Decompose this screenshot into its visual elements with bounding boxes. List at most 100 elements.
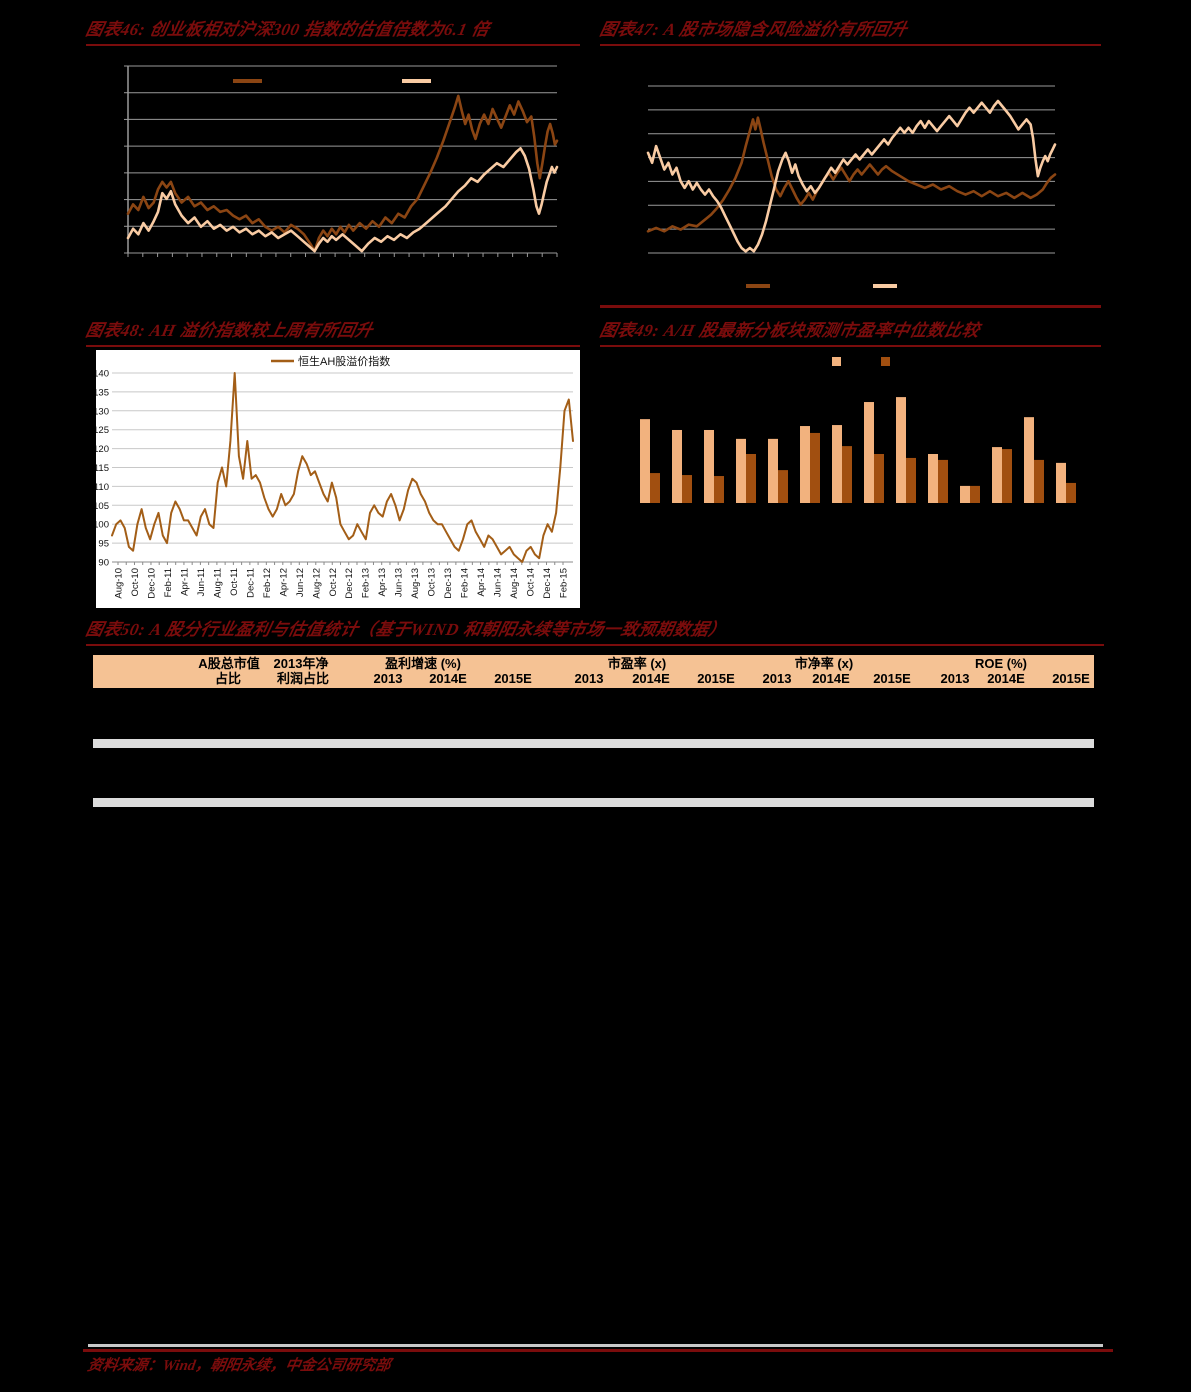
x-tick-label: Dec-14 bbox=[542, 568, 553, 599]
x-tick-label: Oct-12 bbox=[328, 568, 339, 597]
figure46-title-text: 图表46: 创业板相对沪深300 指数的估值倍数为6.1 倍 bbox=[84, 20, 492, 39]
y-tick-label: 115 bbox=[96, 463, 109, 474]
x-tick-label: Apr-11 bbox=[179, 568, 190, 596]
figure48-title: 图表48: AH 溢价指数较上周有所回升 bbox=[84, 321, 580, 347]
x-tick-label: Jun-11 bbox=[196, 568, 207, 596]
x-tick-label: Apr-12 bbox=[278, 568, 289, 597]
bar-dark bbox=[938, 459, 948, 503]
y-tick-label: 120 bbox=[96, 444, 109, 455]
bar-light bbox=[928, 453, 938, 503]
table-header-sub: 2015E bbox=[697, 671, 735, 686]
x-tick-label: Oct-10 bbox=[130, 568, 141, 597]
y-tick-label: 135 bbox=[96, 387, 109, 398]
footer-divider-gray bbox=[88, 1344, 1103, 1347]
table-header-group: ROE (%) bbox=[975, 656, 1027, 671]
bar-dark bbox=[650, 473, 660, 503]
bar-light bbox=[640, 419, 650, 503]
x-tick-label: Feb-13 bbox=[361, 568, 372, 598]
x-tick-label: Oct-11 bbox=[229, 568, 240, 596]
legend-swatch-light bbox=[402, 79, 431, 83]
table-header-group: 市净率 (x) bbox=[794, 656, 854, 671]
x-tick-label: Feb-14 bbox=[460, 568, 471, 598]
series-line-dark bbox=[126, 94, 559, 253]
table-header-group: 2013年净 bbox=[273, 656, 329, 671]
figure47-title: 图表47: A 股市场隐含风险溢价有所回升 bbox=[598, 20, 1101, 46]
y-tick-label: 110 bbox=[96, 482, 109, 493]
bar-light bbox=[1024, 417, 1034, 503]
bar-light bbox=[960, 485, 970, 503]
table-header-sub: 2013 bbox=[762, 671, 792, 686]
figure46-title: 图表46: 创业板相对沪深300 指数的估值倍数为6.1 倍 bbox=[84, 20, 580, 46]
chart48-white-panel: 140 135 130 125 120 115 110 105 100 95 90 Aug-10 Oct… bbox=[96, 350, 580, 608]
legend-swatch-dark bbox=[746, 284, 770, 288]
y-tick-label: 105 bbox=[96, 501, 109, 512]
bar-dark bbox=[1034, 459, 1044, 503]
source-attribution: 资料来源：Wind，朝阳永续，中金公司研究部 bbox=[86, 1358, 392, 1374]
bar-dark bbox=[874, 453, 884, 503]
bar-light bbox=[800, 426, 810, 503]
bar-light bbox=[864, 402, 874, 503]
table-header-sub: 2015E bbox=[1052, 671, 1090, 686]
x-tick-label: Apr-13 bbox=[377, 568, 388, 597]
x-tick-label: Aug-13 bbox=[410, 568, 421, 599]
bar-dark bbox=[714, 476, 724, 503]
chart46-gem-valuation-line-chart bbox=[124, 65, 559, 257]
footer-divider-red bbox=[83, 1349, 1113, 1352]
bar-light bbox=[704, 429, 714, 503]
series-line-dark bbox=[646, 116, 1057, 233]
x-tick-label: Aug-12 bbox=[311, 568, 322, 599]
bar-dark bbox=[810, 432, 820, 503]
x-tick-label: Dec-13 bbox=[443, 568, 454, 599]
bar-dark bbox=[906, 457, 916, 503]
figure47-bottom-rule bbox=[600, 305, 1101, 308]
table-header-group: A股总市值 bbox=[198, 656, 260, 671]
bar-dark bbox=[842, 446, 852, 503]
bar-light bbox=[768, 438, 778, 503]
table-header-group: 市盈率 (x) bbox=[607, 656, 667, 671]
x-tick-label: Feb-12 bbox=[262, 568, 273, 598]
table-header-sub: 占比 bbox=[214, 671, 242, 686]
x-tick-label: Aug-10 bbox=[114, 568, 125, 599]
y-tick-label: 90 bbox=[98, 558, 109, 569]
legend-swatch-light bbox=[832, 357, 841, 366]
series-line-light bbox=[126, 147, 559, 253]
bar-light bbox=[896, 397, 906, 503]
x-tick-label: Jun-14 bbox=[493, 568, 504, 597]
bar-light bbox=[832, 425, 842, 503]
table-header-sub: 2015E bbox=[494, 671, 532, 686]
bar-dark bbox=[778, 470, 788, 503]
table-header-sub: 利润占比 bbox=[276, 671, 330, 686]
table-header-sub: 2013 bbox=[574, 671, 604, 686]
x-tick-label: Oct-13 bbox=[427, 568, 438, 597]
table-header-sub: 2014E bbox=[987, 671, 1025, 686]
bar-dark bbox=[1066, 482, 1076, 503]
table-header-sub: 2015E bbox=[873, 671, 911, 686]
chart49-ah-pe-median-bar-chart bbox=[640, 357, 1076, 503]
table-header-sub: 2013 bbox=[373, 671, 403, 686]
y-tick-label: 140 bbox=[96, 369, 109, 380]
table-header-band: A股总市值 2013年净 盈利增速 (%) 市盈率 (x) 市净率 (x) ROE (%)… bbox=[93, 655, 1094, 688]
y-tick-label: 125 bbox=[96, 425, 109, 436]
y-tick-label: 100 bbox=[96, 520, 109, 531]
bar-dark bbox=[970, 485, 980, 503]
x-tick-label: Aug-14 bbox=[509, 568, 520, 599]
x-tick-label: Jun-12 bbox=[295, 568, 306, 597]
legend-label: 恒生AH股溢价指数 bbox=[298, 354, 390, 368]
table-header-sub: 2014E bbox=[812, 671, 850, 686]
figure49-title: 图表49: A/H 股最新分板块预测市盈率中位数比较 bbox=[598, 321, 1101, 347]
table-header-group: 盈利增速 (%) bbox=[385, 656, 461, 671]
x-tick-label: Dec-10 bbox=[146, 568, 157, 599]
bar-light bbox=[992, 447, 1002, 503]
bar-light bbox=[1056, 462, 1066, 503]
bar-light bbox=[736, 438, 746, 503]
bar-dark bbox=[682, 475, 692, 503]
x-tick-label: Feb-15 bbox=[559, 568, 570, 598]
legend-swatch-light bbox=[873, 284, 897, 288]
y-tick-label: 95 bbox=[98, 539, 109, 550]
figure49-title-text: 图表49: A/H 股最新分板块预测市盈率中位数比较 bbox=[598, 321, 982, 340]
table-header-sub: 2014E bbox=[429, 671, 467, 686]
table-highlight-band bbox=[93, 739, 1094, 748]
figure50-title-text: 图表50: A 股分行业盈利与估值统计（基于WIND 和朝阳永续等市场一致预期数… bbox=[84, 620, 729, 639]
x-tick-label: Apr-14 bbox=[476, 568, 487, 597]
